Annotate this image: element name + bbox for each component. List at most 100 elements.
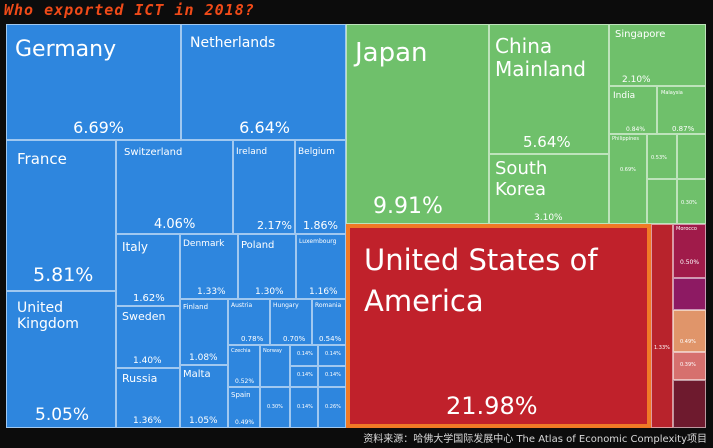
cell-pct: 5.64% (523, 133, 571, 151)
cell-united-kingdom[interactable]: United Kingdom 5.05% (6, 291, 116, 428)
source-note: 资料来源：哈佛大学国际发展中心 The Atlas of Economic Co… (363, 434, 707, 445)
cell-small[interactable]: 0.39% (673, 352, 706, 380)
cell-poland[interactable]: Poland 1.30% (238, 234, 296, 299)
cell-pct: 0.78% (241, 335, 264, 343)
cell-malta[interactable]: Malta 1.05% (180, 365, 228, 428)
cell-label: Malaysia (661, 90, 683, 96)
cell-pct: 6.69% (73, 118, 124, 137)
cell-pct: 5.05% (35, 405, 90, 425)
cell-small[interactable]: 0.14% (318, 345, 346, 366)
cell-small[interactable]: 0.14% (290, 387, 318, 428)
cell-switzerland[interactable]: Switzerland 4.06% (116, 140, 233, 234)
cell-label: France (17, 150, 67, 168)
cell-pct: 1.16% (309, 287, 338, 297)
cell-italy[interactable]: Italy 1.62% (116, 234, 180, 306)
cell-small[interactable]: 1.33% (651, 224, 673, 428)
cell-label: Netherlands (190, 35, 276, 51)
cell-belgium[interactable]: Belgium 1.86% (295, 140, 346, 234)
cell-pct: 0.14% (297, 351, 313, 357)
cell-czechia[interactable]: Czechia 0.52% (228, 345, 260, 387)
cell-pct: 1.05% (189, 416, 218, 426)
cell-pct: 5.81% (33, 264, 94, 286)
cell-pct: 0.14% (297, 404, 313, 410)
cell-denmark[interactable]: Denmark 1.33% (180, 234, 238, 299)
cell-hungary[interactable]: Hungary 0.70% (270, 299, 312, 345)
cell-pct: 21.98% (446, 392, 538, 420)
cell-label: Russia (122, 372, 158, 385)
cell-pct: 0.14% (297, 372, 313, 378)
cell-pct: 2.17% (257, 219, 292, 232)
cell-pct: 0.54% (319, 335, 342, 343)
cell-small[interactable]: 0.14% (290, 345, 318, 366)
cell-pct: 1.33% (654, 345, 670, 351)
cell-label: Belgium (298, 147, 335, 157)
cell-france[interactable]: France 5.81% (6, 140, 116, 291)
cell-label: South Korea (495, 158, 548, 200)
cell-pct: 1.33% (197, 287, 226, 297)
cell-pct: 6.64% (239, 118, 290, 137)
cell-pct: 0.26% (325, 404, 341, 410)
cell-pct: 9.91% (373, 194, 443, 219)
cell-small[interactable]: 0.49% (673, 310, 706, 352)
cell-united-states-of-america[interactable]: United States of America 21.98% (346, 224, 651, 428)
cell-pct: 1.40% (133, 356, 162, 366)
cell-label: Morocco (676, 226, 697, 232)
cell-russia[interactable]: Russia 1.36% (116, 368, 180, 428)
cell-pct: 3.10% (534, 213, 563, 223)
cell-pct: 0.14% (325, 372, 341, 378)
cell-small[interactable]: 0.30% (260, 387, 290, 428)
cell-small[interactable]: 0.53% (647, 134, 677, 179)
cell-pct: 1.08% (189, 353, 218, 363)
cell-small[interactable]: 0.30% (677, 179, 706, 224)
cell-norway[interactable]: Norway (260, 345, 290, 387)
cell-romania[interactable]: Romania 0.54% (312, 299, 346, 345)
cell-pct: 2.10% (622, 75, 651, 85)
cell-morocco[interactable]: Morocco 0.50% (673, 224, 706, 278)
cell-small[interactable]: 0.26% (318, 387, 346, 428)
cell-pct: 0.69% (620, 167, 636, 173)
cell-label: Norway (263, 348, 282, 354)
cell-philippines[interactable]: Philippines 0.69% (609, 134, 647, 224)
cell-label: Austria (231, 302, 253, 309)
cell-small[interactable] (673, 380, 706, 428)
cell-ireland[interactable]: Ireland 2.17% (233, 140, 295, 234)
cell-small[interactable]: 0.14% (290, 366, 318, 387)
cell-austria[interactable]: Austria 0.78% (228, 299, 270, 345)
cell-pct: 0.49% (680, 339, 696, 345)
chart-title: Who exported ICT in 2018? (4, 1, 255, 19)
cell-label: Philippines (612, 136, 639, 142)
cell-label: Singapore (615, 29, 666, 40)
cell-small[interactable] (677, 134, 706, 179)
cell-luxembourg[interactable]: Luxembourg 1.16% (296, 234, 346, 299)
cell-pct: 1.36% (133, 416, 162, 426)
cell-spain[interactable]: Spain 0.49% (228, 387, 260, 428)
cell-pct: 0.49% (235, 419, 255, 426)
cell-finland[interactable]: Finland 1.08% (180, 299, 228, 365)
cell-label: Czechia (231, 348, 251, 354)
cell-pct: 1.86% (303, 219, 338, 232)
cell-small[interactable] (673, 278, 706, 310)
cell-singapore[interactable]: Singapore 2.10% (609, 24, 706, 86)
cell-pct: 0.50% (680, 259, 700, 266)
cell-label: China Mainland (495, 34, 586, 81)
cell-label: United Kingdom (17, 300, 79, 333)
cell-label: Denmark (183, 239, 225, 249)
cell-china-mainland[interactable]: China Mainland 5.64% (489, 24, 609, 154)
cell-india[interactable]: India 0.84% (609, 86, 657, 134)
cell-pct: 0.53% (651, 155, 667, 161)
cell-label: Ireland (236, 147, 268, 157)
cell-japan[interactable]: Japan 9.91% (346, 24, 489, 224)
cell-pct: 0.52% (235, 378, 255, 385)
cell-germany[interactable]: Germany 6.69% (6, 24, 181, 140)
cell-netherlands[interactable]: Netherlands 6.64% (181, 24, 346, 140)
cell-label: India (613, 91, 636, 101)
cell-small[interactable]: 0.14% (318, 366, 346, 387)
cell-pct: 1.62% (133, 293, 165, 304)
cell-label: Switzerland (124, 147, 183, 158)
cell-malaysia[interactable]: Malaysia 0.87% (657, 86, 706, 134)
cell-south-korea[interactable]: South Korea 3.10% (489, 154, 609, 224)
cell-pct: 0.14% (325, 351, 341, 357)
cell-label: Malta (183, 369, 211, 380)
cell-small[interactable] (647, 179, 677, 224)
cell-sweden[interactable]: Sweden 1.40% (116, 306, 180, 368)
